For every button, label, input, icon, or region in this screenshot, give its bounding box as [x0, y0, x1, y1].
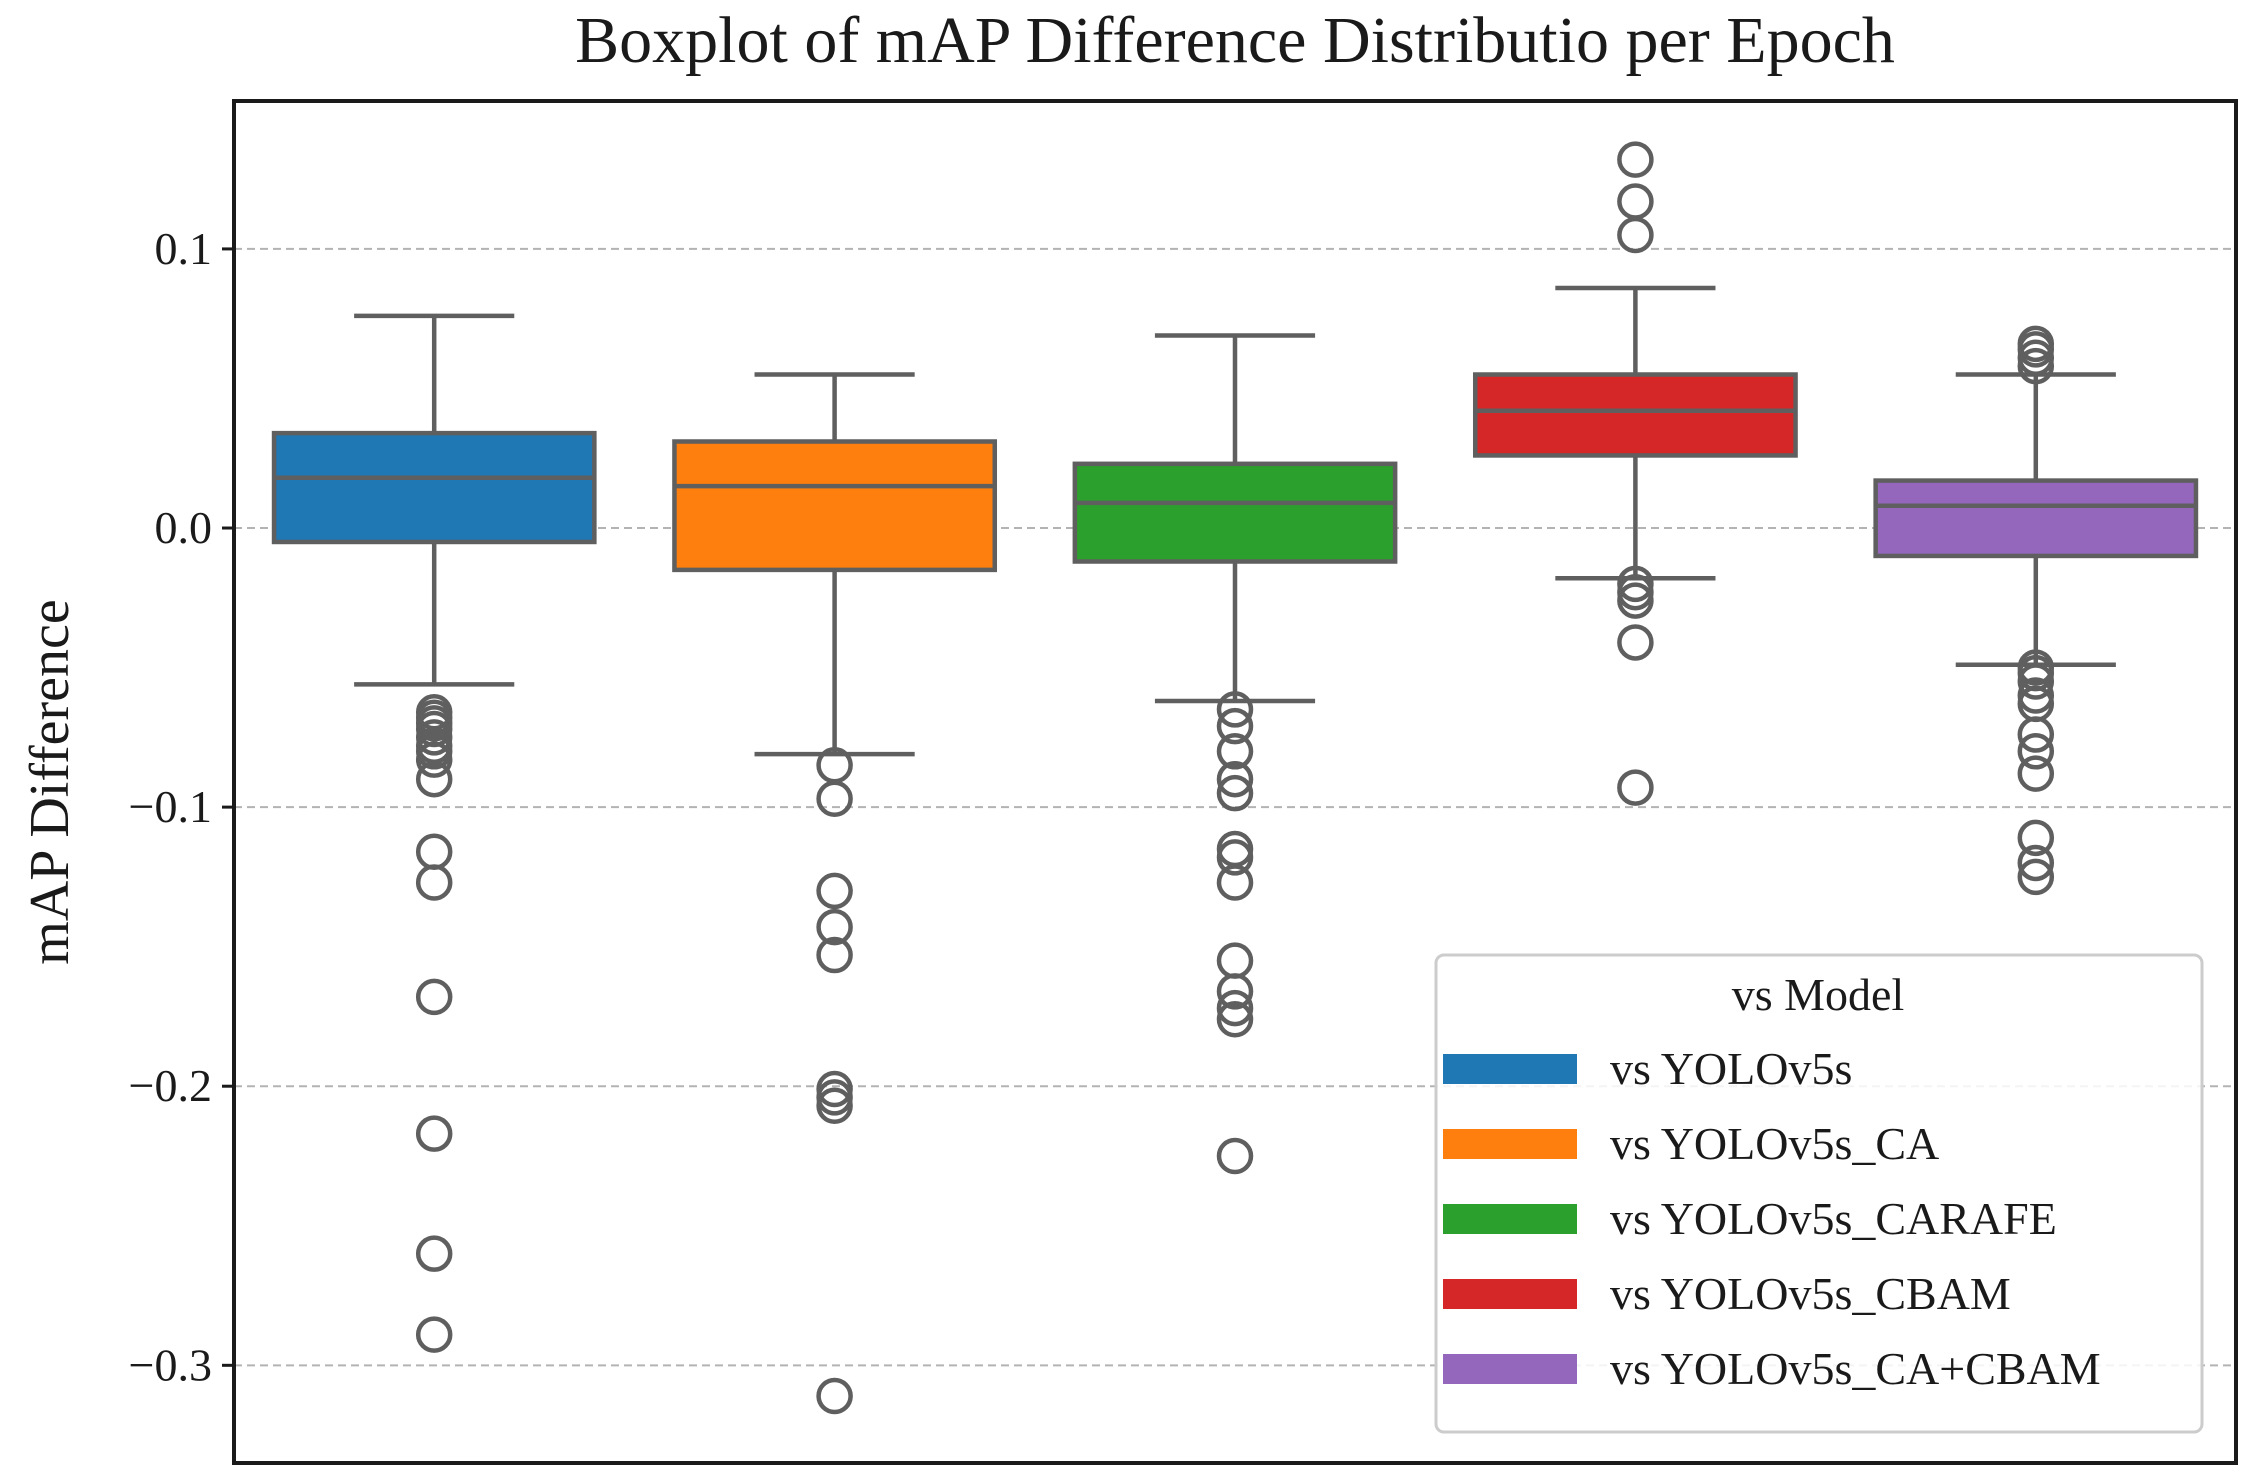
outlier-point	[1216, 733, 1254, 770]
outlier-point	[1617, 183, 1654, 220]
outlier-point	[816, 936, 853, 974]
legend-label: vs YOLOv5s_CARAFE	[1610, 1193, 2057, 1244]
outlier-point	[1617, 624, 1654, 661]
box-3	[1072, 333, 1398, 1175]
outlier-point	[1617, 141, 1654, 178]
outlier-point	[415, 1115, 453, 1152]
outlier-point	[415, 978, 453, 1016]
outlier-point	[1216, 839, 1254, 876]
box-2	[672, 372, 998, 1415]
y-axis: 0.1 0.0 −0.1 −0.2 −0.3	[129, 223, 234, 1390]
y-tick-label: 0.0	[155, 502, 213, 553]
box-iqr	[1472, 372, 1798, 458]
outlier-point	[415, 741, 453, 778]
chart-title: Boxplot of mAP Difference Distributio pe…	[575, 4, 1895, 77]
y-tick-label: −0.2	[129, 1060, 212, 1111]
outlier-point	[1216, 973, 1254, 1010]
box-iqr	[672, 439, 998, 573]
y-tick-label: −0.1	[129, 781, 212, 832]
outlier-point	[415, 760, 453, 798]
outlier-point	[2017, 819, 2055, 857]
outlier-point	[1216, 691, 1254, 728]
outlier-point	[2017, 755, 2055, 792]
outlier-point	[1617, 216, 1654, 254]
legend-swatch	[1443, 1204, 1577, 1234]
box-4	[1472, 141, 1798, 806]
outlier-point	[1216, 1000, 1254, 1038]
outlier-point	[2017, 347, 2055, 385]
outlier-point	[1216, 942, 1254, 979]
boxes-group	[271, 141, 2199, 1415]
outlier-point	[816, 1087, 853, 1125]
outlier-point	[2017, 858, 2055, 896]
outlier-point	[2017, 733, 2055, 770]
box-iqr	[271, 430, 597, 545]
y-tick-label: 0.1	[155, 223, 213, 274]
legend-swatch	[1443, 1129, 1577, 1159]
outlier-point	[816, 872, 853, 910]
outlier-point	[2017, 716, 2055, 753]
outlier-point	[1617, 769, 1654, 806]
legend-swatch	[1443, 1054, 1577, 1084]
y-tick-label: −0.3	[129, 1339, 212, 1390]
y-axis-label: mAP Difference	[19, 599, 81, 964]
legend-swatch	[1443, 1354, 1577, 1384]
outlier-point	[1216, 989, 1254, 1027]
plot-frame	[232, 99, 2238, 1465]
outlier-point	[2017, 663, 2055, 700]
legend-title: vs Model	[1732, 969, 1905, 1020]
outlier-point	[415, 1235, 453, 1272]
outlier-point	[1216, 760, 1254, 798]
outlier-point	[415, 833, 453, 871]
outlier-point	[816, 1377, 853, 1415]
outlier-point	[1216, 864, 1254, 901]
outlier-point	[2017, 844, 2055, 882]
legend-swatch	[1443, 1279, 1577, 1309]
box-1	[271, 313, 597, 1353]
box-5	[1873, 325, 2199, 896]
box-iqr	[1873, 478, 2199, 559]
outlier-point	[415, 1316, 453, 1353]
legend-label: vs YOLOv5s_CA	[1610, 1118, 1939, 1169]
outlier-point	[1216, 1137, 1254, 1175]
outlier-point	[816, 780, 853, 817]
outlier-point	[1216, 774, 1254, 812]
box-iqr	[1072, 461, 1398, 564]
legend-label: vs YOLOv5s	[1610, 1043, 1852, 1094]
outlier-point	[1216, 707, 1254, 745]
legend-label: vs YOLOv5s_CA+CBAM	[1610, 1343, 2101, 1394]
outlier-point	[1617, 582, 1654, 619]
legend-frame	[1434, 953, 2204, 1434]
outlier-point	[816, 908, 853, 946]
outlier-point	[415, 864, 453, 901]
legend-label: vs YOLOv5s_CBAM	[1610, 1268, 2011, 1319]
